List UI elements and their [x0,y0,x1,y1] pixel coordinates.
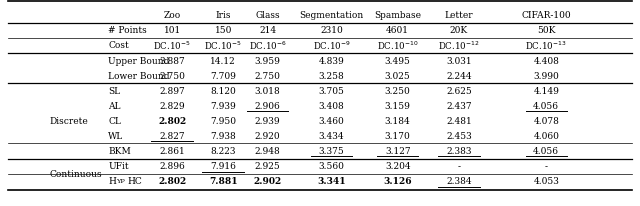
Text: Segmentation: Segmentation [300,11,364,20]
Text: 7.950: 7.950 [210,116,236,125]
Text: 2.384: 2.384 [446,177,472,186]
Text: DC.10$^{-5}$: DC.10$^{-5}$ [154,40,191,52]
Text: SL: SL [108,86,120,95]
Text: 7.881: 7.881 [209,177,237,186]
Text: 3.184: 3.184 [385,116,411,125]
Text: Continuous: Continuous [49,169,102,178]
Text: BKM: BKM [108,146,131,156]
Text: Letter: Letter [445,11,473,20]
Text: Cost: Cost [108,41,129,50]
Text: 4.149: 4.149 [533,86,559,95]
Text: Zoo: Zoo [164,11,180,20]
Text: # Points: # Points [108,26,147,35]
Text: DC.10$^{-10}$: DC.10$^{-10}$ [377,40,419,52]
Text: 2310: 2310 [320,26,343,35]
Text: 20K: 20K [450,26,468,35]
Text: 2.906: 2.906 [255,101,280,110]
Text: Discrete: Discrete [49,116,88,125]
Text: Upper Bound: Upper Bound [108,56,170,65]
Text: 2.750: 2.750 [255,71,281,80]
Text: 3.204: 3.204 [385,162,410,171]
Text: 3.434: 3.434 [319,131,344,140]
Text: 2.453: 2.453 [446,131,472,140]
Text: 2.939: 2.939 [255,116,280,125]
Text: Lower Bound: Lower Bound [108,71,170,80]
Text: 4601: 4601 [387,26,409,35]
Text: 3.560: 3.560 [319,162,344,171]
Text: 2.902: 2.902 [253,177,282,186]
Text: 3.018: 3.018 [255,86,280,95]
Text: 3.126: 3.126 [383,177,412,186]
Text: 2.625: 2.625 [446,86,472,95]
Text: AL: AL [108,101,121,110]
Text: 3.495: 3.495 [385,56,411,65]
Text: 7.939: 7.939 [211,101,236,110]
Text: DC.10$^{-13}$: DC.10$^{-13}$ [525,40,567,52]
Text: 3.705: 3.705 [319,86,344,95]
Text: WL: WL [108,131,124,140]
Text: 3.250: 3.250 [385,86,411,95]
Text: HC: HC [127,177,142,186]
Text: UFit: UFit [108,162,129,171]
Text: 7.938: 7.938 [211,131,236,140]
Text: CIFAR-100: CIFAR-100 [522,11,571,20]
Text: Iris: Iris [216,11,231,20]
Text: YP: YP [116,179,125,184]
Text: 2.920: 2.920 [255,131,280,140]
Text: 3.341: 3.341 [317,177,346,186]
Text: -: - [458,162,460,171]
Text: 4.056: 4.056 [533,146,559,156]
Text: 3.959: 3.959 [255,56,281,65]
Text: 150: 150 [214,26,232,35]
Text: 2.925: 2.925 [255,162,280,171]
Text: 4.056: 4.056 [533,101,559,110]
Text: 2.802: 2.802 [158,177,186,186]
Text: DC.10$^{-6}$: DC.10$^{-6}$ [249,40,287,52]
Text: CL: CL [108,116,122,125]
Text: 7.709: 7.709 [210,71,236,80]
Text: 2.897: 2.897 [159,86,185,95]
Text: 3.031: 3.031 [446,56,472,65]
Text: 14.12: 14.12 [211,56,236,65]
Text: 4.053: 4.053 [533,177,559,186]
Text: 4.078: 4.078 [533,116,559,125]
Text: DC.10$^{-12}$: DC.10$^{-12}$ [438,40,479,52]
Text: H: H [108,177,116,186]
Text: Spambase: Spambase [374,11,421,20]
Text: 8.120: 8.120 [211,86,236,95]
Text: 3.159: 3.159 [385,101,411,110]
Text: 3.460: 3.460 [319,116,344,125]
Text: 2.948: 2.948 [255,146,280,156]
Text: 3.170: 3.170 [385,131,411,140]
Text: 3.375: 3.375 [319,146,344,156]
Text: 2.383: 2.383 [446,146,472,156]
Text: 3.408: 3.408 [319,101,344,110]
Text: 2.437: 2.437 [446,101,472,110]
Text: 214: 214 [259,26,276,35]
Text: 2.802: 2.802 [158,116,186,125]
Text: 7.916: 7.916 [210,162,236,171]
Text: 2.896: 2.896 [159,162,185,171]
Text: 3.258: 3.258 [319,71,344,80]
Text: 3.127: 3.127 [385,146,410,156]
Text: 3.887: 3.887 [159,56,185,65]
Text: 3.025: 3.025 [385,71,411,80]
Text: 2.750: 2.750 [159,71,185,80]
Text: 4.060: 4.060 [533,131,559,140]
Text: DC.10$^{-5}$: DC.10$^{-5}$ [204,40,242,52]
Text: 4.839: 4.839 [319,56,344,65]
Text: 8.223: 8.223 [211,146,236,156]
Text: 2.829: 2.829 [159,101,185,110]
Text: 50K: 50K [537,26,556,35]
Text: 2.481: 2.481 [446,116,472,125]
Text: Glass: Glass [255,11,280,20]
Text: 2.244: 2.244 [446,71,472,80]
Text: 3.990: 3.990 [533,71,559,80]
Text: 2.861: 2.861 [159,146,185,156]
Text: 2.827: 2.827 [159,131,185,140]
Text: 4.408: 4.408 [533,56,559,65]
Text: DC.10$^{-9}$: DC.10$^{-9}$ [312,40,350,52]
Text: 101: 101 [164,26,180,35]
Text: -: - [545,162,548,171]
